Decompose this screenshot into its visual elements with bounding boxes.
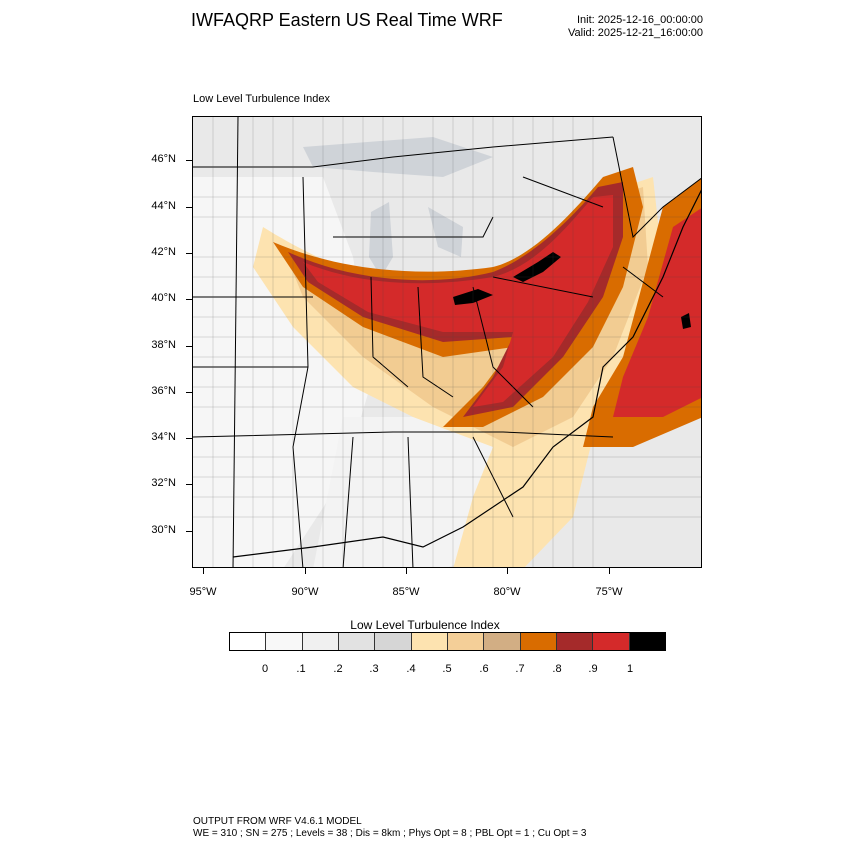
colorbar-swatch	[266, 633, 303, 650]
colorbar-label: .6	[479, 663, 489, 675]
map-field-label: Low Level Turbulence Index	[193, 93, 330, 105]
model-info: OUTPUT FROM WRF V4.6.1 MODEL	[193, 816, 362, 827]
colorbar-swatch	[230, 633, 267, 650]
lon-tick	[507, 568, 508, 574]
lat-tick	[186, 299, 192, 300]
lon-tick	[406, 568, 407, 574]
colorbar-swatch	[375, 633, 412, 650]
coastline	[232, 189, 701, 558]
colorbar-swatch	[484, 633, 521, 650]
turbulence-map	[192, 116, 702, 568]
lat-label-36n: 36°N	[151, 385, 176, 397]
lon-label-80w: 80°W	[493, 586, 521, 598]
lat-tick	[186, 484, 192, 485]
lon-tick	[305, 568, 306, 574]
colorbar	[229, 632, 666, 651]
colorbar-swatch	[629, 633, 665, 650]
lat-tick	[186, 253, 192, 254]
colorbar-label: .4	[406, 663, 416, 675]
colorbar-swatch	[447, 633, 485, 650]
colorbar-swatch	[520, 633, 557, 650]
county-boundaries	[193, 117, 701, 567]
colorbar-label: .1	[296, 663, 306, 675]
valid-time: Valid: 2025-12-21_16:00:00	[568, 27, 703, 39]
colorbar-swatch	[411, 633, 448, 650]
init-time: Init: 2025-12-16_00:00:00	[577, 14, 703, 26]
lon-label-85w: 85°W	[392, 586, 420, 598]
ocean-red-region	[613, 208, 701, 417]
colorbar-label: .3	[369, 663, 379, 675]
lat-label-42n: 42°N	[151, 246, 176, 258]
lon-label-95w: 95°W	[189, 586, 217, 598]
lat-tick	[186, 346, 192, 347]
turbulence-max-patch	[513, 252, 561, 282]
colorbar-swatch	[593, 633, 630, 650]
colorbar-label: .8	[552, 663, 562, 675]
map-canvas	[193, 117, 701, 567]
page-title: IWFAQRP Eastern US Real Time WRF	[191, 10, 503, 30]
colorbar-title: Low Level Turbulence Index	[350, 618, 500, 632]
lat-tick	[186, 392, 192, 393]
colorbar-label: .5	[442, 663, 452, 675]
lat-label-44n: 44°N	[151, 200, 176, 212]
lat-label-38n: 38°N	[151, 339, 176, 351]
lon-label-75w: 75°W	[595, 586, 623, 598]
lat-tick	[186, 160, 192, 161]
colorbar-label: 1	[626, 663, 634, 675]
colorbar-swatch	[302, 633, 339, 650]
model-config: WE = 310 ; SN = 275 ; Levels = 38 ; Dis …	[193, 828, 587, 839]
colorbar-swatch	[556, 633, 594, 650]
lat-label-46n: 46°N	[151, 153, 176, 165]
lat-label-40n: 40°N	[151, 292, 176, 304]
lake-huron	[428, 207, 463, 257]
colorbar-label: .7	[515, 663, 525, 675]
lon-tick	[609, 568, 610, 574]
lon-label-90w: 90°W	[291, 586, 319, 598]
lake-michigan	[369, 202, 393, 277]
lat-tick	[186, 531, 192, 532]
lat-label-32n: 32°N	[151, 477, 176, 489]
lat-tick	[186, 438, 192, 439]
colorbar-swatch	[338, 633, 376, 650]
colorbar-label: .9	[588, 663, 598, 675]
colorbar-label: 0	[261, 663, 269, 675]
lat-label-30n: 30°N	[151, 524, 176, 536]
lat-tick	[186, 207, 192, 208]
lat-label-34n: 34°N	[151, 431, 176, 443]
colorbar-label: .2	[333, 663, 343, 675]
lon-tick	[203, 568, 204, 574]
